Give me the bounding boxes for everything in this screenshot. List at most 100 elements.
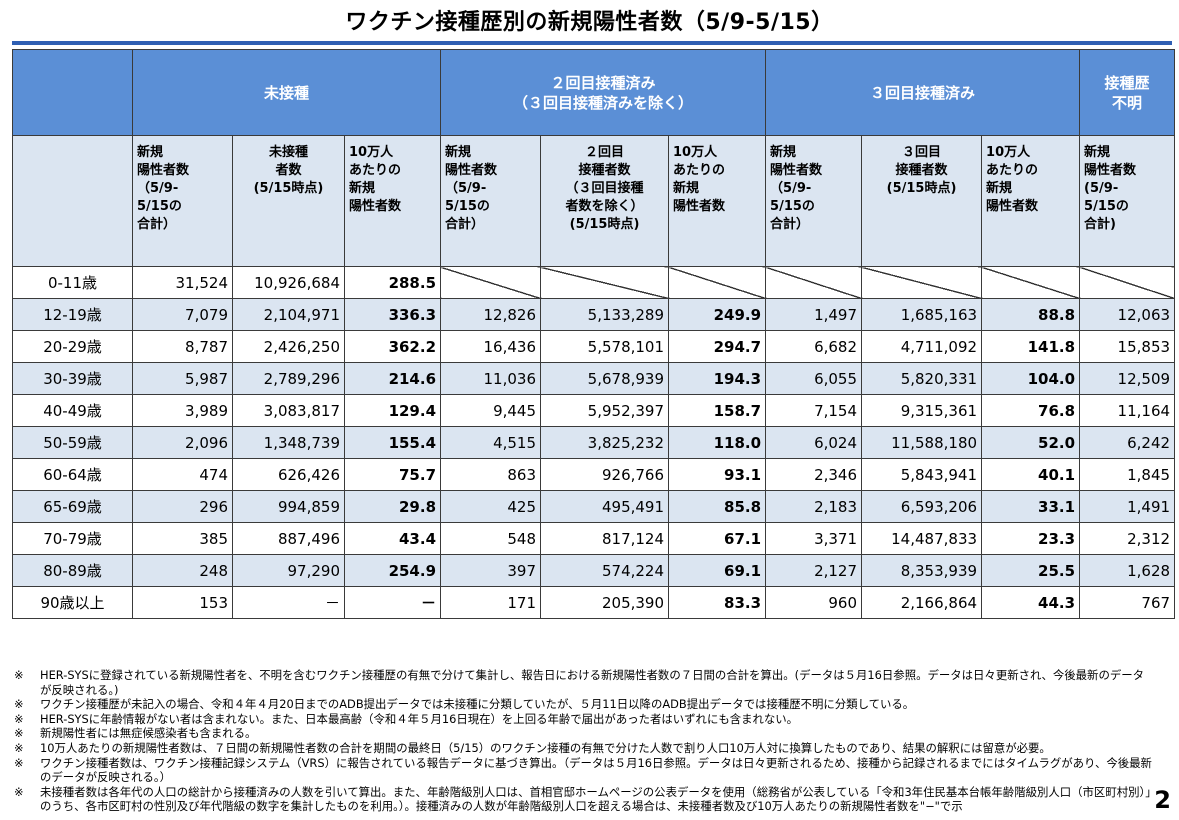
footnote-text: 未接種者数は各年代の人口の総計から接種済みの人数を引いて算出。また、年齢階級別人… [40,784,1151,814]
table-row: 65-69歳 296 994,859 29.8 425 495,491 85.8 2,183 6… [12,490,1176,523]
page-title: ワクチン接種歴別の新規陽性者数（5/9-5/15） [345,10,834,35]
sub-header-2: 10万人 あたりの 新規 陽性者数 [343,135,442,267]
group-unknown-line2: 不明 [1112,93,1143,112]
table-cell: 205,390 [540,586,670,619]
age-group-label: 80-89歳 [12,554,133,587]
sub-header-4: ２回目 接種者数 （３回目接種 者数を除く） (5/15時点) [540,135,670,267]
table-cell: 2,104,971 [232,298,345,331]
table-cell: 336.3 [343,298,442,331]
footnote-text: 10万人あたりの新規陽性者数は、７日間の新規陽性者数の合計を期間の最終日（5/1… [40,740,1051,755]
sub-header-5: 10万人 あたりの 新規 陽性者数 [668,135,767,267]
sub-header-corner [12,135,133,267]
sub-header-row: 新規 陽性者数 （5/9- 5/15の 合計） 未接種 者数 (5/15時点) 10万人 あたりの… [12,135,1176,267]
table-cell: 574,224 [540,554,670,587]
table-cell: 2,166,864 [861,586,983,619]
table-cell: 75.7 [343,458,442,491]
table-cell: 11,036 [440,362,542,395]
table-cell: 2,346 [765,458,863,491]
age-group-label: 50-59歳 [12,426,133,459]
table-cell: 194.3 [668,362,767,395]
table-row: 12-19歳 7,079 2,104,971 336.3 12,826 5,133,289… [12,298,1176,331]
sub-header-line: 新規 [770,145,797,160]
table-body: 0-11歳 31,524 10,926,684 288.5 12-19歳 7,079 2,1… [12,266,1176,619]
table-cell: 6,055 [765,362,863,395]
table-cell: 44.3 [981,586,1081,619]
sub-header-line: あたりの [349,163,402,178]
footnote-mark: ※ [14,784,24,799]
footnotes: ※ HER-SYSに登録されている新規陽性者を、不明を含むワクチン接種歴の有無で分… [14,668,1154,814]
table-cell: 118.0 [668,426,767,459]
footnote-mark: ※ [14,697,24,712]
table-row: 70-79歳 385 887,496 43.4 548 817,124 67.1 3,371 1… [12,522,1176,555]
footnote-mark: ※ [14,668,24,682]
table-cell: 11,588,180 [861,426,983,459]
vaccination-table: 未接種 ２回目接種済み （３回目接種済みを除く） ３回目接種済み 接種歴 不明 … [12,49,1176,619]
footnote-mark: ※ [14,740,24,755]
table-row: 20-29歳 8,787 2,426,250 362.2 16,436 5,578,101… [12,330,1176,363]
footnote: ※ HER-SYSに登録されている新規陽性者を、不明を含むワクチン接種歴の有無で分… [14,668,1154,697]
sub-header-line: 5/15の [137,199,182,214]
sub-header-line: 陽性者数 [137,163,190,178]
empty-diagonal-cell [540,266,670,299]
table-cell: 3,371 [765,522,863,555]
sub-header-line: 10万人 [349,145,394,160]
table-row: 30-39歳 5,987 2,789,296 214.6 11,036 5,678,939… [12,362,1176,395]
sub-header-line: 5/15の [1084,199,1129,214]
table-cell: 2,127 [765,554,863,587]
sub-header-line: 10万人 [673,145,718,160]
sub-header-line: あたりの [986,163,1039,178]
table-cell: 296 [132,490,233,523]
age-group-label: 0-11歳 [12,266,133,299]
table-cell: 29.8 [343,490,442,523]
age-group-label: 90歳以上 [12,586,133,619]
sub-header-7: ３回目 接種者数 (5/15時点) [861,135,983,267]
table-cell: 155.4 [343,426,442,459]
table-cell: 2,096 [132,426,233,459]
table-cell: 5,133,289 [540,298,670,331]
table-cell: 362.2 [343,330,442,363]
sub-header-line: (5/15時点) [886,181,957,196]
sub-header-line: 10万人 [986,145,1031,160]
group-unknown: 接種歴 不明 [1079,49,1176,136]
table-cell: 158.7 [668,394,767,427]
sub-header-line: （5/9- [445,181,487,196]
table-cell: 2,183 [765,490,863,523]
age-group-label: 60-64歳 [12,458,133,491]
table-cell: 5,578,101 [540,330,670,363]
table-cell: 16,436 [440,330,542,363]
table-cell: 397 [440,554,542,587]
empty-diagonal-cell [668,266,767,299]
group-two-dose: ２回目接種済み （３回目接種済みを除く） [440,49,767,136]
table-cell: 3,083,817 [232,394,345,427]
page-number: 2 [1154,786,1171,814]
table-cell: 3,989 [132,394,233,427]
sub-header-line: 合計) [1084,217,1116,232]
table-cell: 1,685,163 [861,298,983,331]
sub-header-line: （5/9- [137,181,179,196]
group-unknown-line1: 接種歴 [1104,73,1150,92]
table-row: 0-11歳 31,524 10,926,684 288.5 [12,266,1176,299]
age-group-label: 12-19歳 [12,298,133,331]
sub-header-line: （３回目接種 [565,181,644,196]
group-unvaccinated: 未接種 [131,49,442,136]
table-cell: － [232,586,345,619]
sub-header-line: 陽性者数 [445,163,498,178]
table-cell: 83.3 [668,586,767,619]
table-cell: 994,859 [232,490,345,523]
sub-header-line: 接種者数 [895,163,948,178]
table-cell: 12,063 [1079,298,1176,331]
group-header-row: 未接種 ２回目接種済み （３回目接種済みを除く） ３回目接種済み 接種歴 不明 [12,49,1176,136]
empty-diagonal-cell [765,266,863,299]
table-cell: 495,491 [540,490,670,523]
table-cell: 52.0 [981,426,1081,459]
sub-header-line: 新規 [986,181,1013,196]
footnote-mark: ※ [14,711,24,726]
sub-header-line: （5/9- [770,181,812,196]
sub-header-line: 者数を除く） [565,199,644,214]
sub-header-6: 新規 陽性者数 （5/9- 5/15の 合計） [765,135,863,267]
table-cell: － [343,586,442,619]
table-cell: 8,787 [132,330,233,363]
table-cell: 11,164 [1079,394,1176,427]
table-cell: 1,348,739 [232,426,345,459]
table-cell: 6,024 [765,426,863,459]
